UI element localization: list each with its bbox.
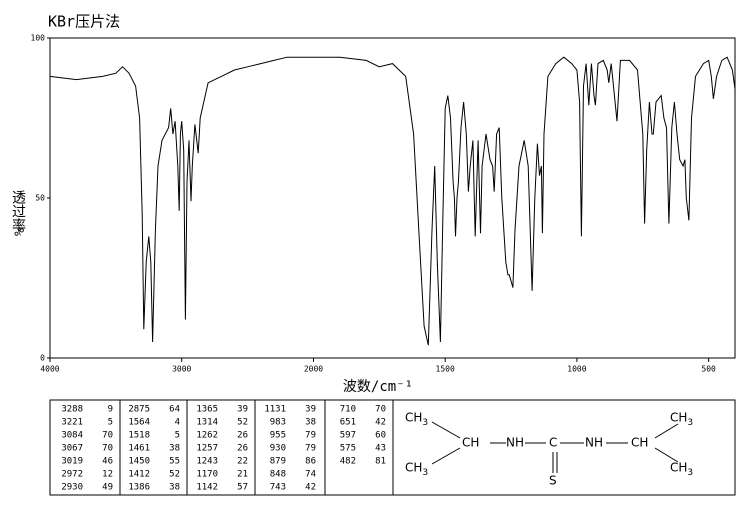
peak-wavenumber: 1518	[128, 431, 150, 441]
structure-bonds	[431, 421, 679, 473]
peak-wavenumber: 3067	[61, 444, 83, 454]
peak-transmittance: 38	[169, 483, 180, 493]
peak-wavenumber: 743	[270, 483, 286, 493]
peak-transmittance: 70	[102, 431, 113, 441]
peak-wavenumber: 597	[340, 431, 356, 441]
peak-wavenumber: 1142	[196, 483, 218, 493]
peak-transmittance: 38	[305, 418, 316, 428]
peak-transmittance: 55	[169, 457, 180, 467]
column-dividers	[119, 400, 394, 495]
peak-wavenumber: 955	[270, 431, 286, 441]
peak-transmittance: 52	[237, 418, 248, 428]
peak-transmittance: 52	[169, 470, 180, 480]
peak-transmittance: 81	[375, 457, 386, 467]
peak-transmittance: 39	[305, 405, 316, 415]
structure-label: NH	[506, 436, 524, 450]
x-tick-label: 3000	[172, 365, 191, 374]
peak-transmittance: 39	[237, 405, 248, 415]
peak-wavenumber: 1386	[128, 483, 150, 493]
peak-wavenumber: 879	[270, 457, 286, 467]
peak-wavenumber: 3084	[61, 431, 83, 441]
x-tick-label: 1500	[436, 365, 455, 374]
peak-transmittance: 79	[305, 444, 316, 454]
peak-wavenumber: 2972	[61, 470, 83, 480]
x-tick-label: 2000	[304, 365, 323, 374]
peak-wavenumber: 1262	[196, 431, 218, 441]
peak-transmittance: 57	[237, 483, 248, 493]
peak-transmittance: 46	[102, 457, 113, 467]
peak-transmittance: 86	[305, 457, 316, 467]
structure-label: CH3	[405, 461, 428, 478]
y-axis-unit: %	[11, 228, 26, 236]
peak-transmittance: 79	[305, 431, 316, 441]
peak-wavenumber: 1131	[264, 405, 286, 415]
peak-transmittance: 74	[305, 470, 316, 480]
peak-transmittance: 26	[237, 431, 248, 441]
peak-transmittance: 49	[102, 483, 113, 493]
peak-wavenumber: 983	[270, 418, 286, 428]
structure-label: C	[549, 436, 557, 450]
x-axis-label: 波数/cm⁻¹	[343, 379, 413, 395]
x-tick-label: 1000	[567, 365, 586, 374]
peak-transmittance: 38	[169, 444, 180, 454]
chart-title: KBr压片法	[48, 13, 120, 31]
peak-transmittance: 70	[102, 444, 113, 454]
peak-wavenumber: 1243	[196, 457, 218, 467]
peak-transmittance: 42	[375, 418, 386, 428]
structure-label: CH3	[670, 461, 693, 478]
peak-wavenumber: 651	[340, 418, 356, 428]
peak-transmittance: 43	[375, 444, 386, 454]
peak-transmittance: 70	[375, 405, 386, 415]
peak-wavenumber: 3288	[61, 405, 83, 415]
peak-transmittance: 64	[169, 405, 180, 415]
peak-transmittance: 5	[108, 418, 113, 428]
y-tick-label: 100	[31, 34, 46, 43]
peak-wavenumber: 848	[270, 470, 286, 480]
peak-wavenumber: 1564	[128, 418, 150, 428]
structure-label: CH3	[405, 411, 428, 428]
peak-transmittance: 12	[102, 470, 113, 480]
peak-wavenumber: 1450	[128, 457, 150, 467]
peak-wavenumber: 710	[340, 405, 356, 415]
x-tick-label: 500	[701, 365, 716, 374]
peak-wavenumber: 1365	[196, 405, 218, 415]
peak-transmittance: 5	[175, 431, 180, 441]
peak-wavenumber: 1461	[128, 444, 150, 454]
peak-transmittance: 26	[237, 444, 248, 454]
peak-wavenumber: 482	[340, 457, 356, 467]
y-tick-label: 0	[40, 354, 45, 363]
peak-wavenumber: 1257	[196, 444, 218, 454]
x-tick-label: 4000	[40, 365, 59, 374]
structure-label: NH	[585, 436, 603, 450]
plot-frame	[49, 37, 736, 359]
peak-wavenumber: 575	[340, 444, 356, 454]
structure-label: CH3	[670, 411, 693, 428]
peak-wavenumber: 930	[270, 444, 286, 454]
peak-wavenumber: 2930	[61, 483, 83, 493]
peak-transmittance: 21	[237, 470, 248, 480]
peak-transmittance: 60	[375, 431, 386, 441]
y-axis-label: 透过率	[10, 190, 26, 232]
peak-transmittance: 42	[305, 483, 316, 493]
peak-wavenumber: 1170	[196, 470, 218, 480]
peak-transmittance: 4	[175, 418, 180, 428]
structure-label: S	[549, 474, 557, 488]
peak-wavenumber: 3221	[61, 418, 83, 428]
peak-wavenumber: 1314	[196, 418, 218, 428]
y-tick-label: 50	[35, 194, 45, 203]
structure-label: CH	[462, 436, 479, 450]
peak-wavenumber: 3019	[61, 457, 83, 467]
structure-label: CH	[631, 436, 648, 450]
peak-wavenumber: 1412	[128, 470, 150, 480]
spectrum-line	[49, 56, 736, 346]
peak-transmittance: 22	[237, 457, 248, 467]
peak-wavenumber: 2875	[128, 405, 150, 415]
peak-transmittance: 9	[108, 405, 113, 415]
